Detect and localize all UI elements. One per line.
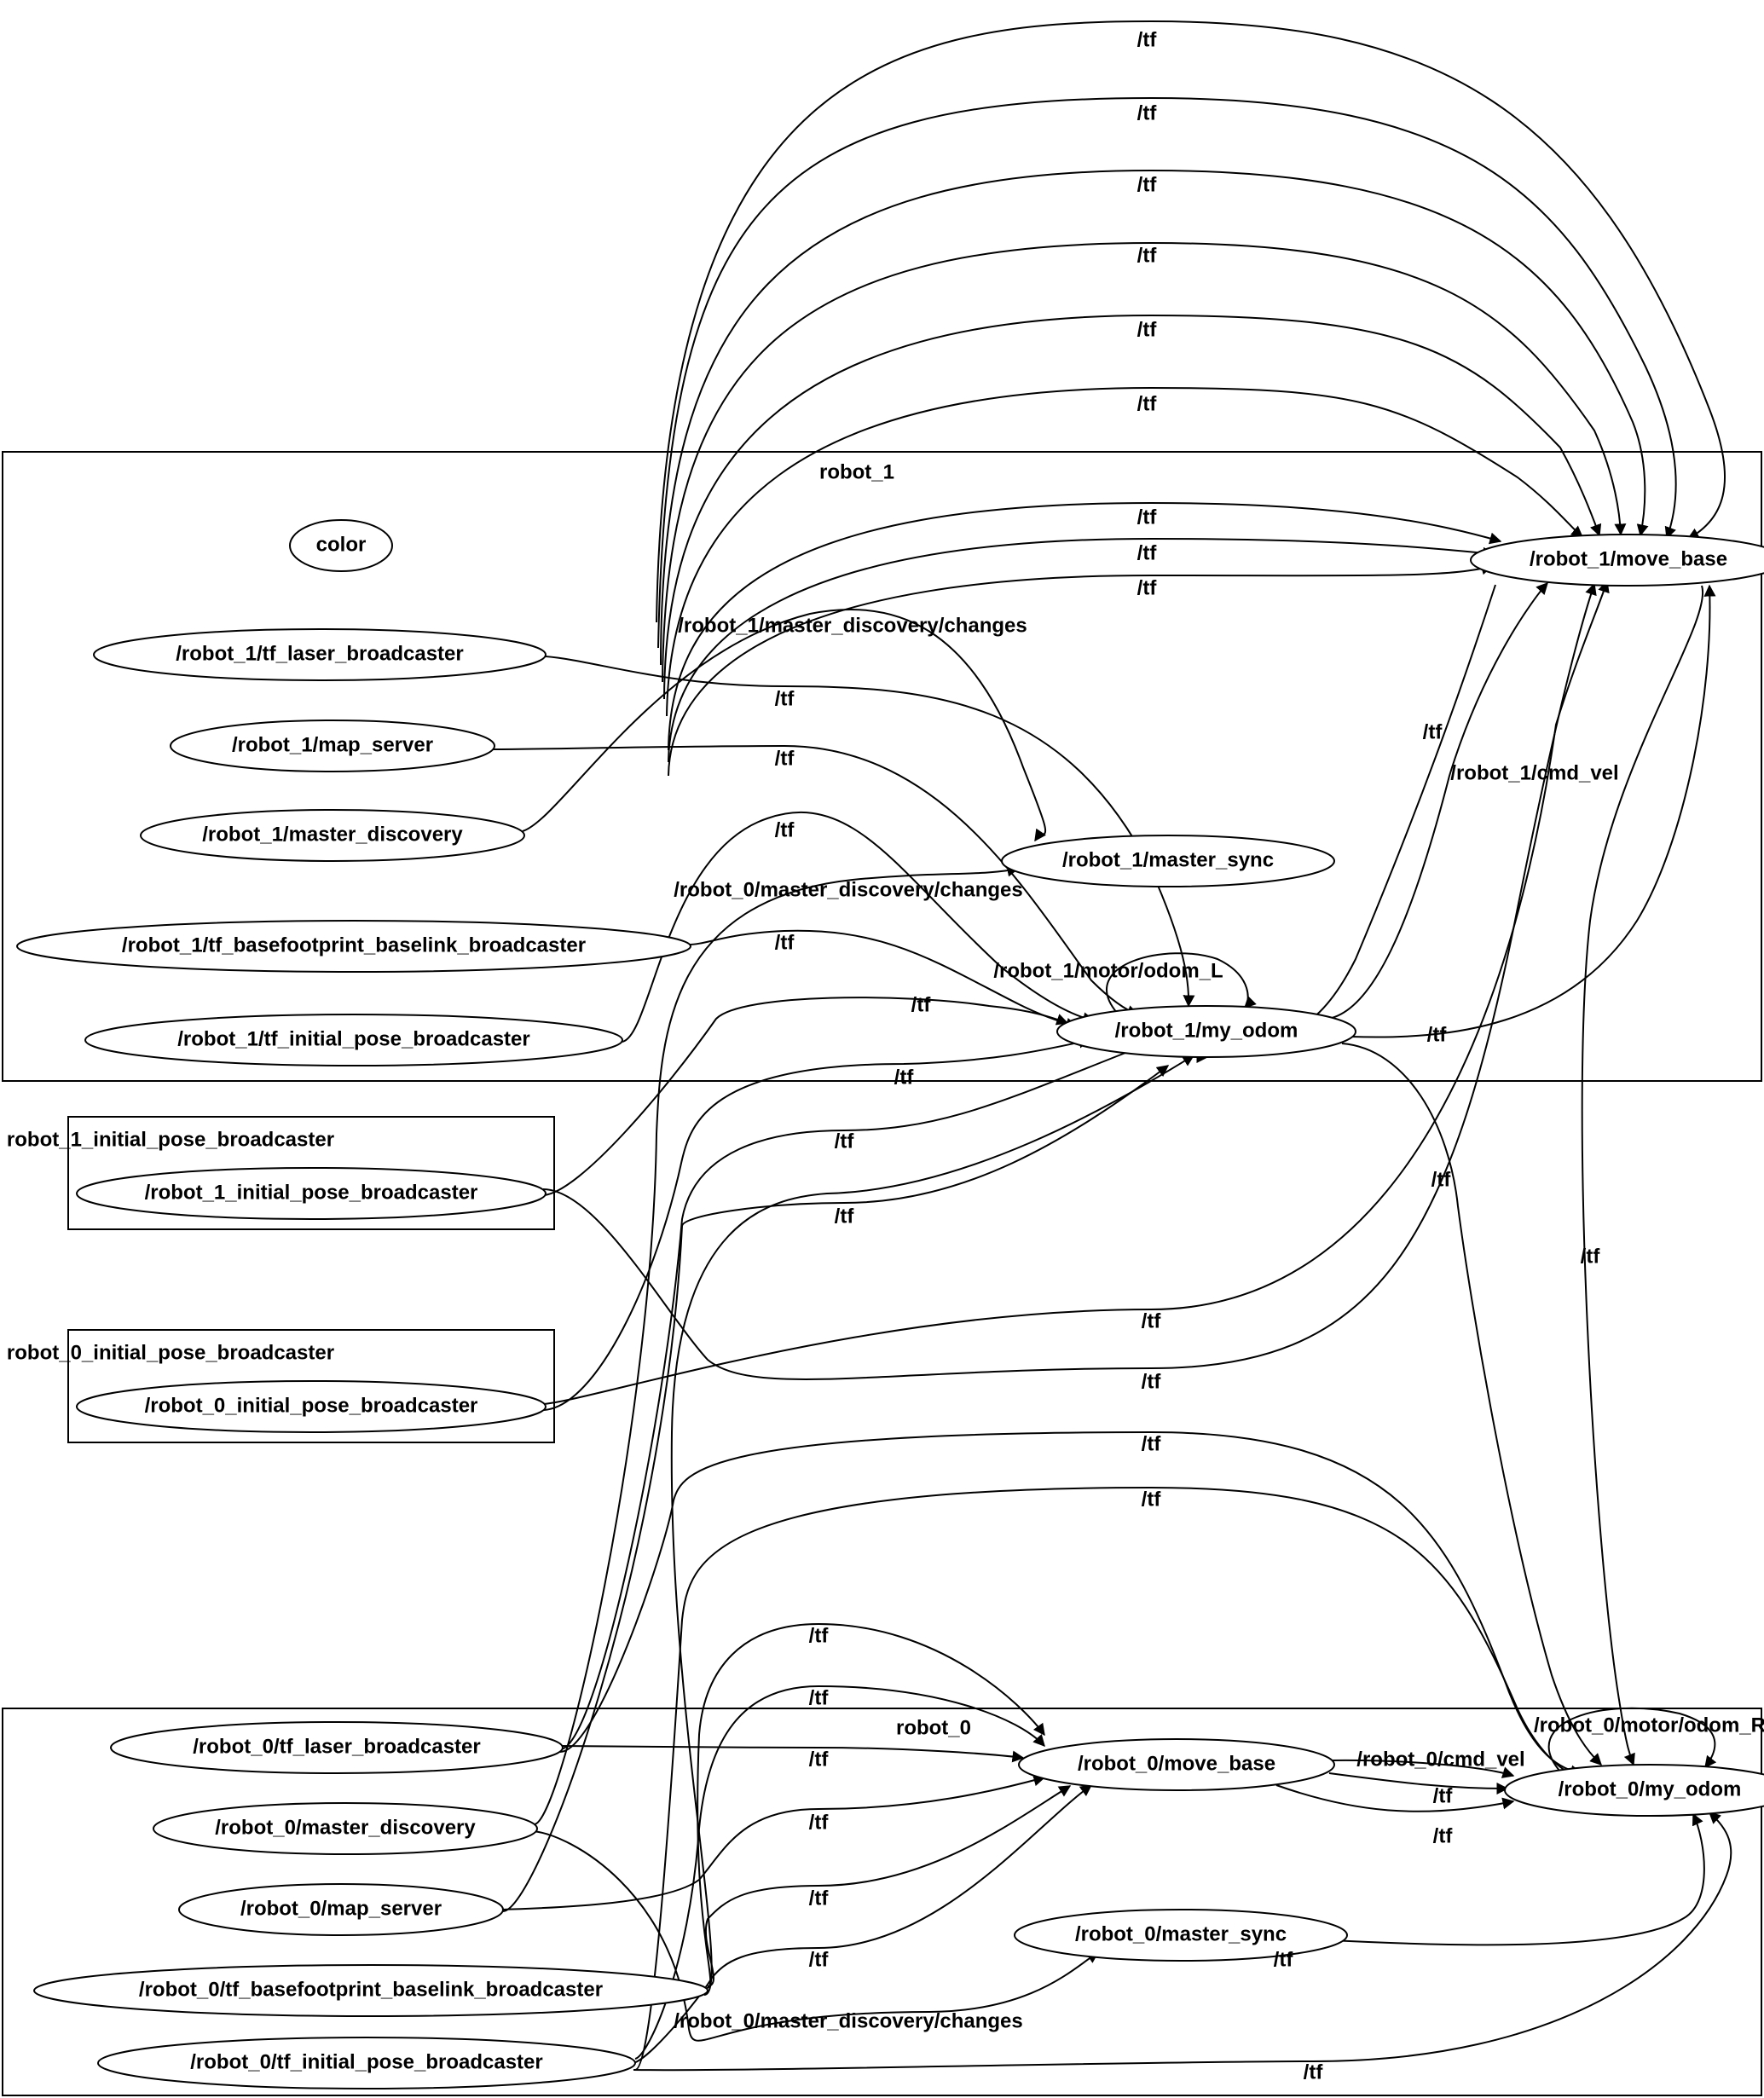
edge-4 <box>664 315 1599 699</box>
edge-label-29: /tf <box>1142 1488 1162 1511</box>
edge-label-21: /tf <box>1423 720 1443 743</box>
edge-17 <box>560 1044 1207 1749</box>
edge-label-16: /tf <box>894 1066 915 1089</box>
edge-label-30: /tf <box>809 1624 830 1647</box>
edge-label-32: /tf <box>809 1748 830 1771</box>
edge-label-22: /robot_1/cmd_vel <box>1450 761 1618 784</box>
edge-label-38: /tf <box>1433 1784 1454 1807</box>
edge-label-11: /tf <box>775 687 795 710</box>
cluster-label-c_robot0: robot_0 <box>896 1716 971 1739</box>
edge-label-36: /robot_0/master_discovery/changes <box>674 2009 1023 2032</box>
edge-label-12: /tf <box>775 747 795 770</box>
edge-label-37: /robot_0/cmd_vel <box>1356 1748 1524 1771</box>
edge-22 <box>1286 585 1495 1037</box>
node-label-r0_my_odom: /robot_0/my_odom <box>1559 1777 1742 1800</box>
edge-19 <box>672 1055 1194 1995</box>
node-label-r0_tf_laser: /robot_0/tf_laser_broadcaster <box>193 1735 480 1758</box>
edge-label-5: /tf <box>1137 392 1158 415</box>
node-label-r0_move_base: /robot_0/move_base <box>1078 1752 1275 1775</box>
node-label-r0_map_server: /robot_0/map_server <box>240 1897 442 1920</box>
node-label-r0_tf_initial: /robot_0/tf_initial_pose_broadcaster <box>190 2050 542 2073</box>
edge-5 <box>667 388 1582 716</box>
edge-label-0: /tf <box>1137 28 1158 51</box>
node-label-r1_master_discovery: /robot_1/master_discovery <box>202 823 463 846</box>
edge-8 <box>668 566 1492 776</box>
edge-label-4: /tf <box>1137 318 1158 341</box>
edge-label-39: /tf <box>1433 1824 1454 1847</box>
cluster-label-c_robot1: robot_1 <box>819 460 894 483</box>
edge-label-28: /tf <box>1142 1432 1162 1455</box>
edge-label-14: /tf <box>775 931 795 954</box>
edge-label-20: /robot_1/motor/odom_L <box>993 959 1223 982</box>
edge-28 <box>560 1432 1582 1773</box>
edge-24 <box>1342 1043 1601 1765</box>
edge-label-10: /robot_0/master_discovery/changes <box>674 878 1023 901</box>
node-label-r1_master_sync: /robot_1/master_sync <box>1062 848 1274 871</box>
edge-33 <box>503 1777 1044 1910</box>
edge-label-26: /tf <box>1142 1309 1162 1332</box>
edge-label-42: /tf <box>1304 2060 1324 2084</box>
node-label-r0_master_discovery: /robot_0/master_discovery <box>215 1816 476 1839</box>
edge-label-31: /tf <box>809 1686 830 1709</box>
edge-label-40: /robot_0/motor/odom_R <box>1534 1714 1764 1737</box>
edge-label-35: /tf <box>809 1948 830 1971</box>
edge-21 <box>1328 583 1547 1019</box>
node-label-r1_tf_initial: /robot_1/tf_initial_pose_broadcaster <box>177 1027 529 1050</box>
edge-39 <box>1276 1785 1513 1812</box>
node-label-r0_master_sync: /robot_0/master_sync <box>1075 1922 1287 1945</box>
node-label-r0_tf_basefoot: /robot_0/tf_basefootprint_baselink_broad… <box>139 1978 603 2001</box>
edge-label-25: /tf <box>1581 1245 1601 1268</box>
edge-13 <box>622 812 1094 1042</box>
edge-label-8: /tf <box>1137 576 1158 599</box>
edge-label-18: /tf <box>835 1205 855 1228</box>
edge-15 <box>544 997 1067 1195</box>
node-label-r1_map_server: /robot_1/map_server <box>232 733 433 756</box>
edge-0 <box>656 21 1725 622</box>
edge-label-2: /tf <box>1137 173 1158 196</box>
node-label-r1_tf_basefoot: /robot_1/tf_basefootprint_baselink_broad… <box>122 933 586 957</box>
edge-34 <box>706 1786 1070 1986</box>
edge-7 <box>668 539 1494 762</box>
edge-label-1: /tf <box>1137 101 1158 124</box>
edge-16 <box>544 1040 1090 1410</box>
edge-label-41: /tf <box>1274 1948 1294 1971</box>
edge-label-24: /tf <box>1431 1168 1452 1191</box>
edge-10 <box>535 869 1018 1824</box>
node-label-r1_ipb_node: /robot_1_initial_pose_broadcaster <box>145 1181 478 1204</box>
edge-label-33: /tf <box>809 1811 830 1834</box>
edge-41 <box>1332 1814 1704 1945</box>
edge-label-17: /tf <box>835 1130 855 1153</box>
edge-label-13: /tf <box>775 818 795 841</box>
edge-label-23: /tf <box>1427 1023 1448 1046</box>
edge-23 <box>1350 586 1709 1037</box>
edge-32 <box>558 1746 1023 1758</box>
node-label-r1_my_odom: /robot_1/my_odom <box>1115 1019 1298 1042</box>
edge-label-3: /tf <box>1137 244 1158 267</box>
edge-label-6: /tf <box>1137 506 1158 529</box>
node-label-r1_move_base: /robot_1/move_base <box>1530 547 1727 570</box>
edge-31 <box>635 1686 1044 2059</box>
edge-26 <box>543 581 1607 1404</box>
cluster-label-c_r1_ipb: robot_1_initial_pose_broadcaster <box>7 1128 334 1151</box>
edge-label-7: /tf <box>1137 541 1158 564</box>
edge-30 <box>697 1624 1044 1988</box>
edge-38 <box>1329 1773 1507 1789</box>
node-label-r0_ipb_node: /robot_0_initial_pose_broadcaster <box>145 1394 478 1417</box>
edge-9 <box>523 610 1045 841</box>
cluster-label-c_r0_ipb: robot_0_initial_pose_broadcaster <box>7 1341 334 1364</box>
edge-label-15: /tf <box>911 993 932 1016</box>
edge-label-34: /tf <box>809 1887 830 1910</box>
node-label-color: color <box>316 533 367 556</box>
edge-label-27: /tf <box>1142 1370 1162 1393</box>
edge-label-9: /robot_1/master_discovery/changes <box>678 614 1027 637</box>
node-label-r1_tf_laser: /robot_1/tf_laser_broadcaster <box>176 642 463 665</box>
ros-graph: color/robot_1/tf_laser_broadcaster/robot… <box>0 0 1764 2098</box>
